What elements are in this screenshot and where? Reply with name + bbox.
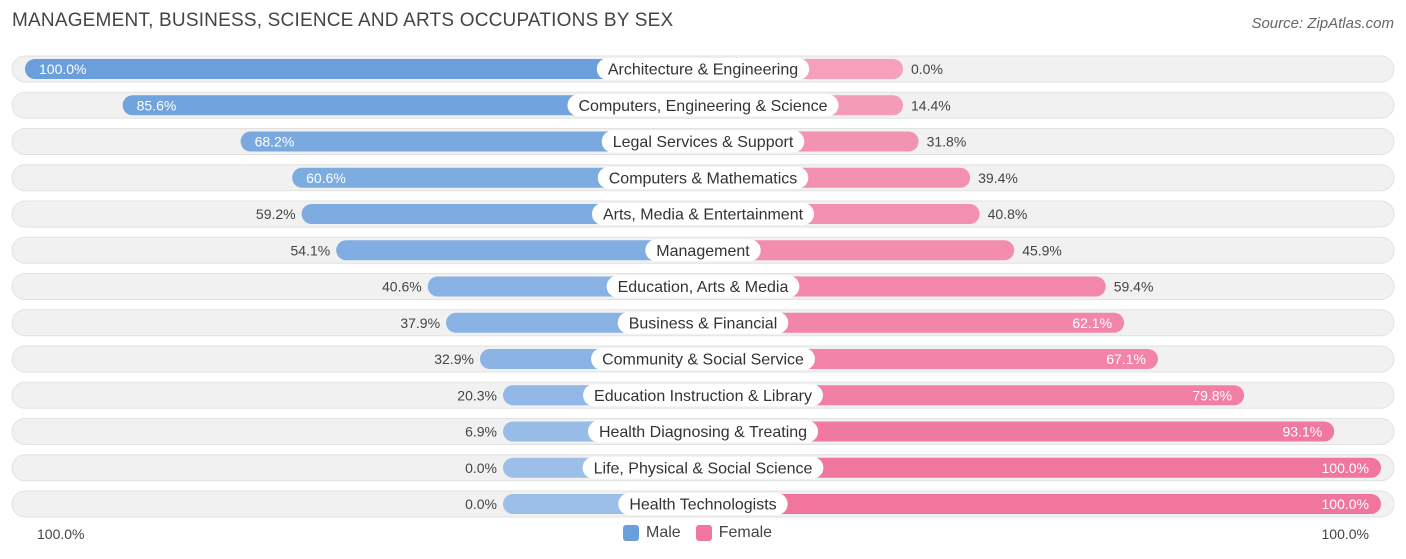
value-label-male: 85.6% xyxy=(137,97,177,113)
category-label: Business & Financial xyxy=(629,315,778,332)
value-label-female: 62.1% xyxy=(1072,315,1112,331)
category-pill xyxy=(567,94,839,117)
legend-item-female: Female xyxy=(695,524,773,542)
value-label-male: 54.1% xyxy=(290,242,330,258)
value-label-male: 60.6% xyxy=(306,170,346,186)
category-label: Education Instruction & Library xyxy=(594,388,812,405)
legend-label-female: Female xyxy=(718,524,773,541)
value-label-female: 45.9% xyxy=(1022,242,1062,258)
value-label-female: 0.0% xyxy=(911,61,943,77)
bar-female xyxy=(703,421,1335,442)
legend: Male Female xyxy=(623,524,787,542)
category-pill xyxy=(596,58,810,80)
bar-male xyxy=(336,240,703,261)
value-label-female: 100.0% xyxy=(1322,496,1369,512)
bar-female xyxy=(703,494,1381,514)
category-pill xyxy=(591,203,815,225)
category-pill xyxy=(591,348,815,370)
value-label-female: 39.4% xyxy=(978,170,1018,186)
legend-label-male: Male xyxy=(646,524,681,541)
bar-male xyxy=(122,95,703,116)
value-label-male: 59.2% xyxy=(256,206,296,222)
value-label-male: 0.0% xyxy=(465,496,497,512)
category-label: Computers & Mathematics xyxy=(609,170,798,187)
bar-male xyxy=(25,59,703,79)
category-pill xyxy=(645,239,761,262)
category-label: Architecture & Engineering xyxy=(608,62,798,79)
category-pill xyxy=(582,456,824,479)
value-label-female: 79.8% xyxy=(1192,387,1232,403)
category-pill xyxy=(597,166,809,189)
category-label: Management xyxy=(656,243,750,260)
category-pill xyxy=(587,420,819,443)
legend-item-male: Male xyxy=(623,524,681,542)
category-label: Education, Arts & Media xyxy=(618,279,789,296)
category-label: Health Diagnosing & Treating xyxy=(599,424,807,441)
axis-left-label: 100.0% xyxy=(37,526,85,542)
value-label-male: 40.6% xyxy=(382,279,422,295)
bar-female xyxy=(703,240,1015,261)
value-label-male: 20.3% xyxy=(457,387,497,403)
bar-female xyxy=(703,312,1125,333)
category-label: Legal Services & Support xyxy=(613,134,794,151)
category-label: Arts, Media & Entertainment xyxy=(603,207,804,224)
category-pill xyxy=(618,493,788,515)
value-label-female: 67.1% xyxy=(1106,351,1146,367)
chart-title: MANAGEMENT, BUSINESS, SCIENCE AND ARTS O… xyxy=(12,10,674,31)
category-pill xyxy=(606,275,800,298)
value-label-female: 93.1% xyxy=(1283,424,1323,440)
category-label: Life, Physical & Social Science xyxy=(594,460,813,477)
value-label-male: 6.9% xyxy=(465,424,497,440)
bar-female xyxy=(703,385,1245,406)
value-label-male: 100.0% xyxy=(39,61,86,77)
value-label-male: 32.9% xyxy=(434,351,474,367)
value-label-female: 59.4% xyxy=(1114,279,1154,295)
category-label: Community & Social Service xyxy=(602,352,804,369)
value-label-female: 100.0% xyxy=(1322,460,1369,476)
bar-male xyxy=(240,131,703,152)
category-pill xyxy=(601,130,805,153)
value-label-female: 31.8% xyxy=(927,134,967,150)
category-label: Health Technologists xyxy=(629,497,776,514)
legend-swatch-male xyxy=(623,525,639,541)
axis-right-label: 100.0% xyxy=(1321,526,1369,542)
bar-female xyxy=(703,276,1106,297)
category-label: Computers, Engineering & Science xyxy=(578,98,827,115)
value-label-male: 68.2% xyxy=(255,134,295,150)
category-pill xyxy=(617,311,789,334)
value-label-female: 14.4% xyxy=(911,97,951,113)
value-label-male: 0.0% xyxy=(465,460,497,476)
value-label-female: 40.8% xyxy=(988,206,1028,222)
value-label-male: 37.9% xyxy=(400,315,440,331)
bar-female xyxy=(703,349,1158,369)
category-pill xyxy=(583,384,823,407)
bar-chart: 100.0% 0.0% Architecture & Engineering 85.6… xyxy=(11,55,1395,518)
bar-female xyxy=(703,457,1381,478)
legend-swatch-female xyxy=(695,525,712,541)
source-credit: Source: ZipAtlas.com xyxy=(1251,15,1394,32)
